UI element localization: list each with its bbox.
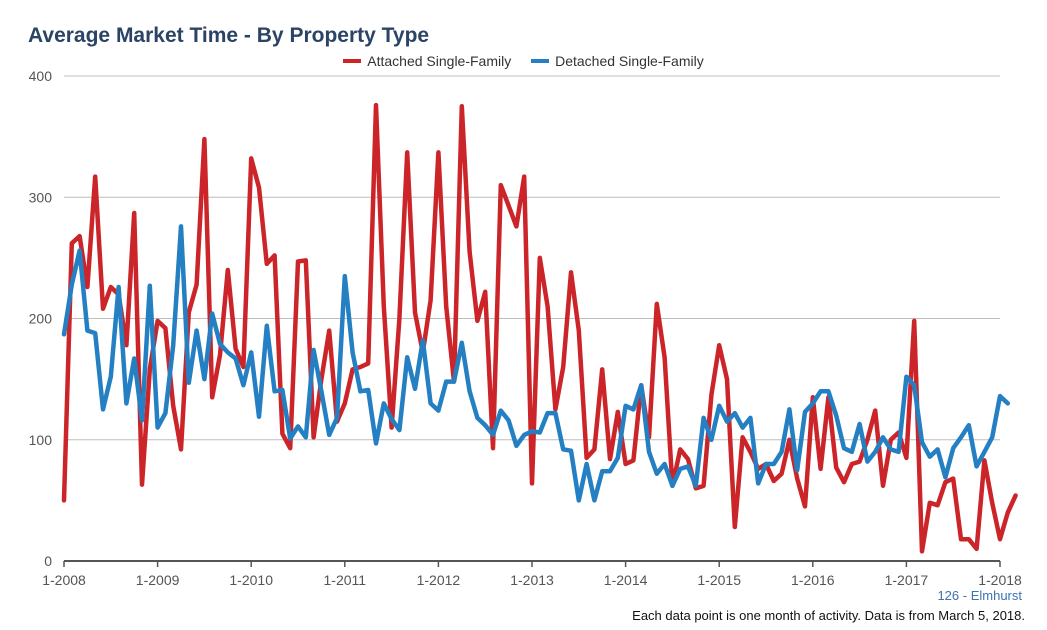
x-tick-label: 1-2012 [417,572,461,588]
y-tick-label: 200 [29,311,53,327]
x-tick-label: 1-2009 [136,572,180,588]
y-tick-label: 0 [44,553,52,569]
series-line-detached [61,224,1011,503]
x-tick-label: 1-2013 [510,572,554,588]
legend: Attached Single-Family Detached Single-F… [0,50,1047,69]
x-tick-label: 1-2010 [229,572,273,588]
x-tick-label: 1-2017 [885,572,929,588]
x-tick-label: 1-2016 [791,572,835,588]
series-line-attached [61,102,1018,554]
legend-swatch-attached [343,59,362,63]
legend-label-detached: Detached Single-Family [555,53,704,69]
chart-title: Average Market Time - By Property Type [28,24,430,47]
legend-item-detached[interactable]: Detached Single-Family [531,53,704,69]
x-tick-label: 1-2015 [697,572,741,588]
x-tick-label: 1-2014 [604,572,648,588]
x-tick-label: 1-2018 [978,572,1022,588]
location-label: 126 - Elmhurst [937,588,1022,603]
y-tick-label: 400 [29,68,53,84]
legend-swatch-detached [531,59,550,63]
y-tick-label: 100 [29,432,53,448]
x-tick-label: 1-2011 [324,572,367,588]
x-tick-label: 1-2008 [42,572,86,588]
legend-item-attached[interactable]: Attached Single-Family [343,53,511,69]
footnote: Each data point is one month of activity… [632,608,1025,623]
legend-label-attached: Attached Single-Family [367,53,512,69]
y-tick-label: 300 [29,189,53,205]
